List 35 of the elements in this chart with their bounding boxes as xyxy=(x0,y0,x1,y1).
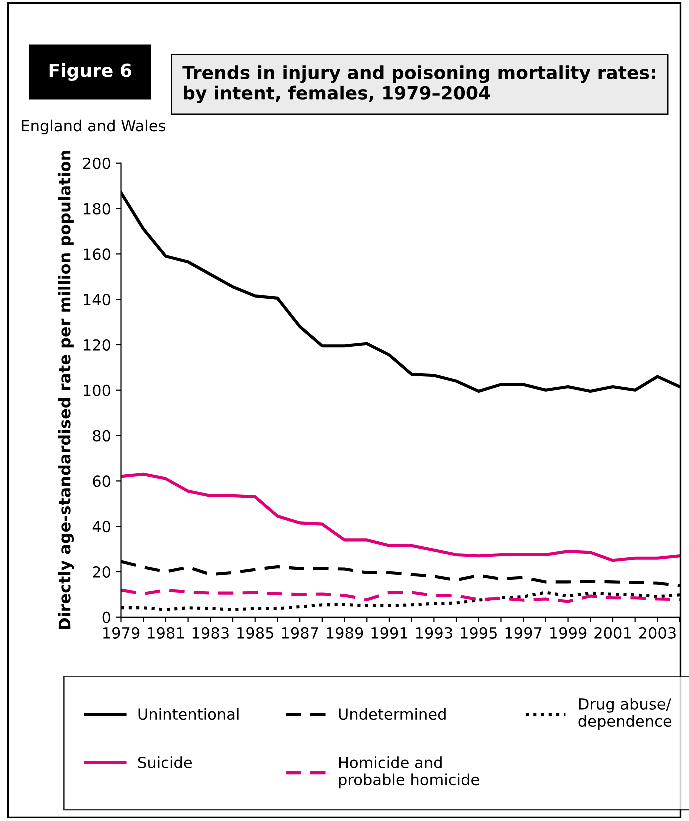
y-tick-label: 0 xyxy=(102,612,111,624)
legend-label: Homicide and probable homicide xyxy=(339,756,480,789)
x-tick-label: 1981 xyxy=(148,627,184,639)
y-tick-label: 100 xyxy=(84,384,111,396)
x-tick-label: 1985 xyxy=(238,627,274,639)
x-tick-label: 1997 xyxy=(506,627,542,639)
x-tick-label: 1999 xyxy=(550,627,587,639)
y-tick-label: 160 xyxy=(84,248,111,260)
x-tick-label: 1991 xyxy=(372,627,408,639)
x-tick-label: 1983 xyxy=(192,627,229,639)
y-tick-label: 20 xyxy=(93,566,111,578)
legend-label: Drug abuse/ dependence xyxy=(578,698,672,730)
legend-label: Suicide xyxy=(138,756,192,769)
legend-label: Unintentional xyxy=(138,708,239,720)
text: England and Wales xyxy=(22,120,166,135)
x-tick-label: 2001 xyxy=(594,627,632,639)
y-tick-label: 140 xyxy=(84,294,111,306)
y-tick-label: 120 xyxy=(84,339,111,352)
x-tick-label: 1987 xyxy=(282,627,318,639)
y-tick-label: 40 xyxy=(92,521,111,533)
chart-title: Trends in injury and poisoning mortality rates: by intent, females, 1979–2004 xyxy=(182,66,656,104)
caption: Figure 6 xyxy=(50,63,132,82)
x-tick-label: 1993 xyxy=(416,627,452,639)
x-tick-label: 2003 xyxy=(639,627,676,639)
y-tick-label: 180 xyxy=(84,203,111,215)
x-tick-label: 1995 xyxy=(461,627,497,639)
y-tick-label: 80 xyxy=(93,430,111,442)
y-tick-label: 60 xyxy=(93,476,111,488)
x-tick-label: 1989 xyxy=(327,627,364,639)
line-series xyxy=(121,472,680,562)
x-tick-label: 1979 xyxy=(104,627,140,639)
line-series xyxy=(121,588,680,604)
y-tick-label: 200 xyxy=(84,158,111,170)
y-axis-title: Directly age-standardised rate per million population xyxy=(58,151,74,630)
legend-label: Undetermined xyxy=(339,708,446,720)
